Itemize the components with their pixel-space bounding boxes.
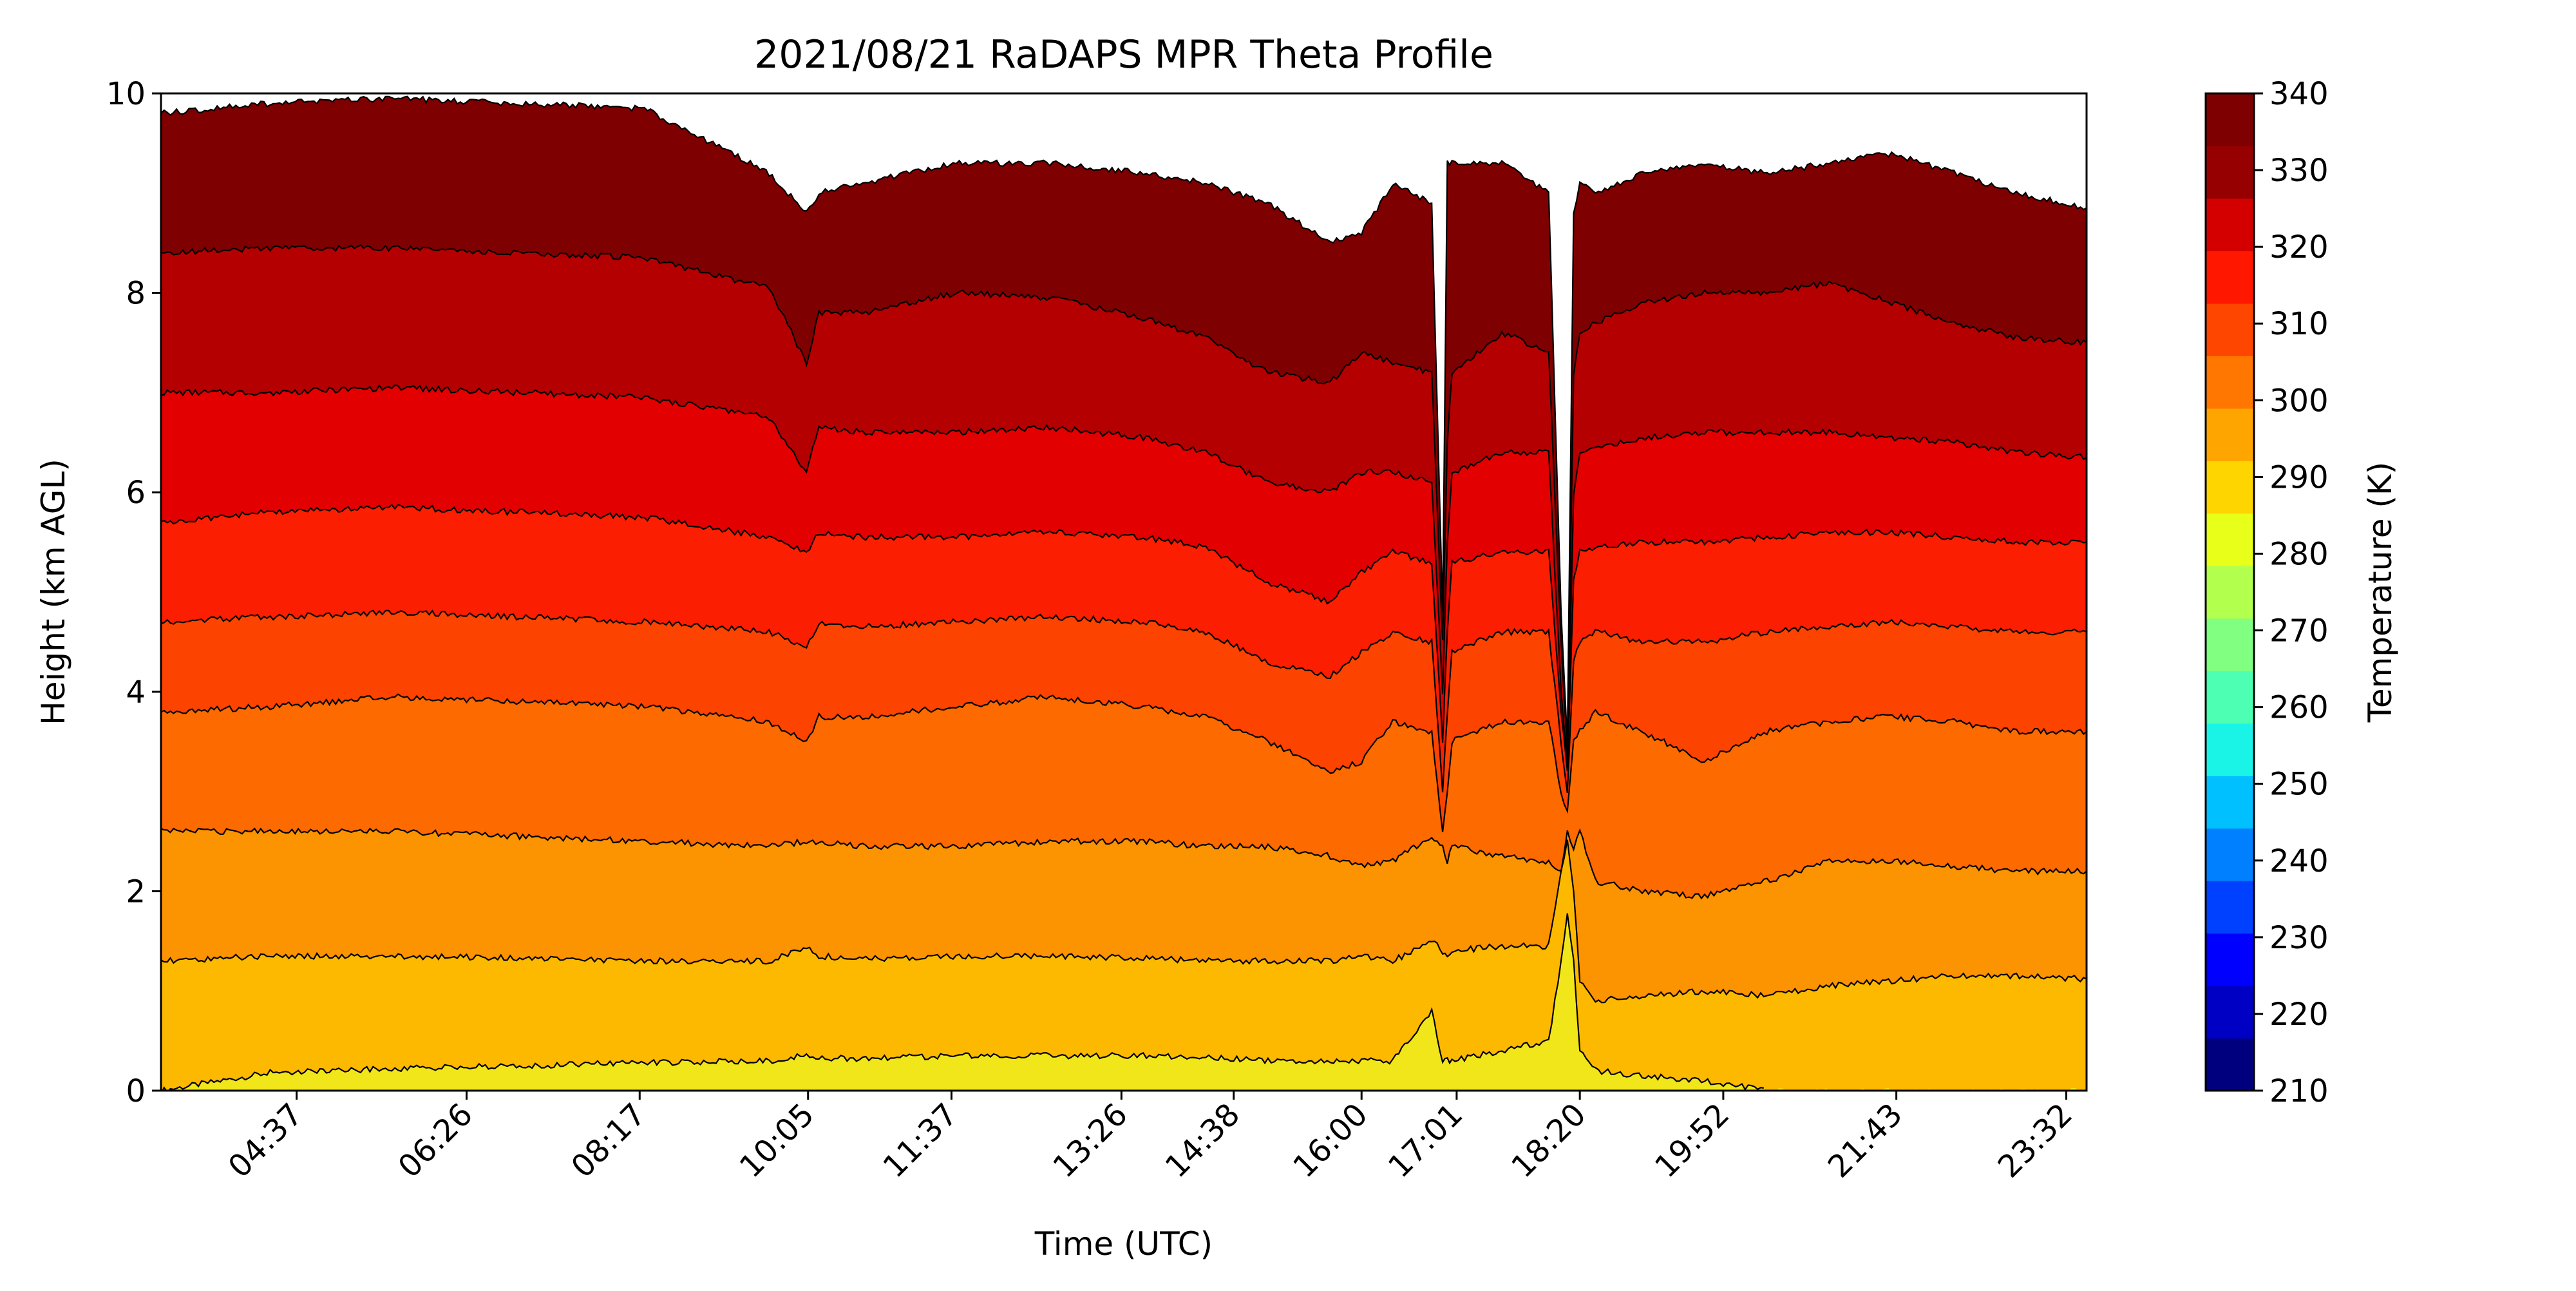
contour-line-335 bbox=[161, 244, 2087, 752]
colorbar: 210 220 230 240 250 260 270 280 290 300 310 320 330 3… bbox=[2204, 76, 2329, 1109]
x-tick-label: 06:26 bbox=[392, 1096, 480, 1185]
colorbar-segment bbox=[2206, 618, 2254, 671]
colorbar-tick-label: 260 bbox=[2269, 690, 2329, 726]
y-tick-label: 4 bbox=[126, 674, 146, 711]
colorbar-segment bbox=[2206, 93, 2254, 147]
x-tick-label: 04:37 bbox=[222, 1096, 310, 1185]
y-tick-label: 10 bbox=[106, 76, 146, 112]
y-tick-label: 8 bbox=[126, 276, 146, 312]
band-300-305 bbox=[161, 839, 2087, 1091]
colorbar-tick-label: 240 bbox=[2269, 843, 2329, 879]
colorbar-tick-label: 310 bbox=[2269, 306, 2329, 342]
x-tick-label: 11:37 bbox=[876, 1096, 965, 1185]
colorbar-tick-label: 340 bbox=[2269, 76, 2329, 112]
colorbar-segment bbox=[2206, 828, 2254, 881]
x-tick-label: 08:17 bbox=[564, 1096, 652, 1185]
colorbar-segment bbox=[2206, 881, 2254, 934]
x-tick-label: 16:00 bbox=[1286, 1096, 1374, 1185]
colorbar-tick-label: 210 bbox=[2269, 1073, 2329, 1109]
colorbar-label: Temperature (K) bbox=[2362, 462, 2399, 723]
x-axis-label: Time (UTC) bbox=[1034, 1225, 1213, 1263]
x-tick-label: 18:20 bbox=[1504, 1096, 1593, 1185]
colorbar-segment bbox=[2206, 986, 2254, 1039]
band-295-300 bbox=[161, 913, 2087, 1091]
colorbar-tick-label: 270 bbox=[2269, 613, 2329, 649]
colorbar-tick-label: 290 bbox=[2269, 459, 2329, 495]
colorbar-frame bbox=[2204, 92, 2255, 1092]
colorbar-tick-label: 220 bbox=[2269, 997, 2329, 1033]
contour-line-330 bbox=[161, 384, 2087, 762]
contour-lines bbox=[161, 95, 2087, 1091]
colorbar-tick-label: 280 bbox=[2269, 536, 2329, 572]
x-tick-label: 14:38 bbox=[1159, 1096, 1247, 1185]
y-tick-label: 6 bbox=[126, 475, 146, 511]
x-tick-label: 17:01 bbox=[1381, 1096, 1470, 1185]
x-tick-label: 23:32 bbox=[1991, 1096, 2079, 1185]
colorbar-segment bbox=[2206, 1038, 2254, 1091]
contour-line-305 bbox=[161, 839, 2087, 1004]
y-tick-label: 0 bbox=[126, 1073, 146, 1109]
y-axis-label: Height (km AGL) bbox=[35, 459, 72, 725]
contour-line-315 bbox=[161, 693, 2087, 832]
x-tick-label: 19:52 bbox=[1648, 1096, 1736, 1185]
colorbar-segment bbox=[2206, 408, 2254, 461]
colorbar-tick-label: 300 bbox=[2269, 383, 2329, 419]
x-axis: 04:37 06:26 08:17 10:05 11:37 13:26 14:38 16:00… bbox=[222, 1091, 2079, 1185]
plot-area bbox=[160, 92, 2088, 1092]
colorbar-tick-label: 330 bbox=[2269, 153, 2329, 189]
colorbar-segment bbox=[2206, 723, 2254, 776]
colorbar-segment bbox=[2206, 251, 2254, 304]
colorbar-segment bbox=[2206, 198, 2254, 252]
contour-line-top bbox=[161, 95, 2087, 743]
colorbar-segment bbox=[2206, 513, 2254, 566]
colorbar-tick-label: 320 bbox=[2269, 229, 2329, 265]
contour-line-310 bbox=[161, 827, 2087, 900]
contour-line-320 bbox=[161, 609, 2087, 793]
colorbar-segment bbox=[2206, 566, 2254, 619]
colorbar-segment bbox=[2206, 303, 2254, 356]
x-tick-label: 21:43 bbox=[1821, 1096, 1909, 1185]
colorbar-segment bbox=[2206, 671, 2254, 724]
filled-contour-bands bbox=[161, 96, 2087, 1091]
y-axis: 0 2 4 6 8 10 bbox=[106, 76, 161, 1109]
plot-frame bbox=[160, 92, 2088, 1092]
colorbar-tick-label: 250 bbox=[2269, 767, 2329, 803]
x-tick-label: 13:26 bbox=[1046, 1096, 1134, 1185]
colorbar-segment bbox=[2206, 461, 2254, 514]
colorbar-segment bbox=[2206, 933, 2254, 986]
colorbar-segment bbox=[2206, 356, 2254, 409]
colorbar-segment bbox=[2206, 776, 2254, 829]
chart-title: 2021/08/21 RaDAPS MPR Theta Profile bbox=[754, 32, 1493, 77]
contour-line-325 bbox=[161, 504, 2087, 772]
y-tick-label: 2 bbox=[126, 874, 146, 910]
colorbar-segment bbox=[2206, 146, 2254, 199]
x-tick-label: 10:05 bbox=[733, 1096, 821, 1185]
contour-line-300 bbox=[162, 913, 1764, 1091]
colorbar-tick-label: 230 bbox=[2269, 920, 2329, 956]
